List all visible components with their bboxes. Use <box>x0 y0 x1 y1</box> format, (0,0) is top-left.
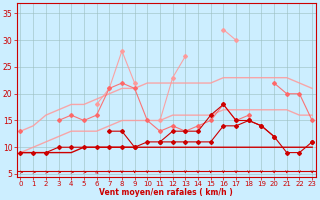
X-axis label: Vent moyen/en rafales ( km/h ): Vent moyen/en rafales ( km/h ) <box>100 188 233 197</box>
